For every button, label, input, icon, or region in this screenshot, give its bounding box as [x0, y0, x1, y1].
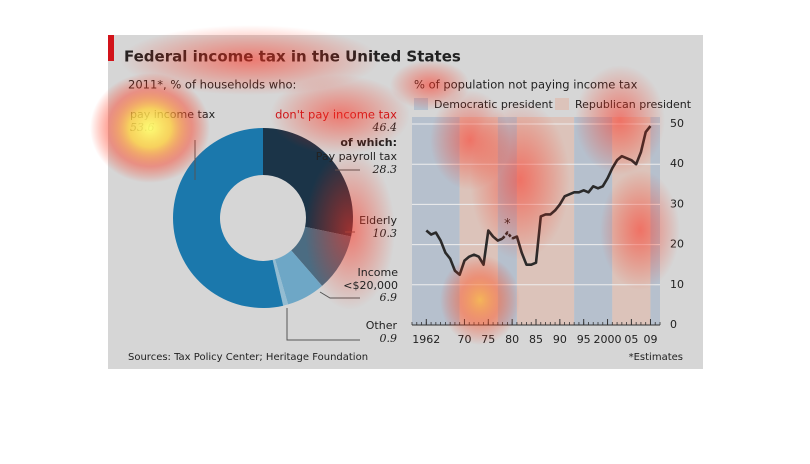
- line-chart: % of population not paying income tax Dem…: [411, 78, 692, 363]
- donut-value: 6.9: [380, 291, 398, 304]
- y-tick-label: 30: [670, 197, 684, 210]
- donut-value: 0.9: [380, 332, 398, 345]
- x-tick-label: 75: [481, 333, 495, 346]
- source: Sources: Tax Policy Center; Heritage Fou…: [128, 352, 368, 363]
- donut-label: Pay payroll tax: [316, 150, 398, 163]
- note: *Estimates: [629, 352, 683, 363]
- donut-value: 53.6: [130, 121, 155, 134]
- legend-label: Republican president: [575, 98, 692, 111]
- title: Federal income tax in the United States: [124, 48, 461, 66]
- donut-label: pay income tax: [130, 108, 216, 121]
- estimate-marker: *: [504, 217, 511, 232]
- president-band: [412, 117, 460, 325]
- donut-subtitle: 2011*, % of households who:: [128, 78, 296, 92]
- x-tick-label: 95: [577, 333, 591, 346]
- x-tick-label: 70: [457, 333, 471, 346]
- x-tick-label: 90: [553, 333, 567, 346]
- y-tick-label: 20: [670, 238, 684, 251]
- group-value: 46.4: [372, 121, 398, 134]
- y-tick-label: 40: [670, 157, 684, 170]
- x-tick-label: 09: [643, 333, 657, 346]
- legend-swatch: [555, 98, 569, 110]
- x-tick-label: 2000: [594, 333, 622, 346]
- legend-swatch: [414, 98, 428, 110]
- donut-label: Income <$20,000: [343, 266, 398, 292]
- donut-value: 28.3: [372, 163, 398, 176]
- group-sub: of which:: [340, 136, 397, 149]
- president-band: [516, 117, 575, 325]
- y-tick-label: 50: [670, 117, 684, 130]
- donut-label: Other: [366, 319, 398, 332]
- president-band: [574, 117, 613, 325]
- x-tick-label: 1962: [412, 333, 440, 346]
- group-label: don't pay income tax: [275, 108, 397, 122]
- red-tab: [108, 35, 114, 61]
- y-tick-label: 10: [670, 278, 684, 291]
- donut-segment: [272, 259, 289, 306]
- leader-line: [286, 308, 360, 341]
- legend-label: Democratic president: [434, 98, 553, 111]
- president-band: [650, 117, 660, 325]
- x-tick-label: 80: [505, 333, 519, 346]
- president-band: [459, 117, 498, 325]
- line-subtitle: % of population not paying income tax: [414, 78, 638, 92]
- president-band: [612, 117, 651, 325]
- y-tick-label: 0: [670, 318, 677, 331]
- donut-value: 10.3: [373, 227, 398, 240]
- donut-label: Elderly: [359, 214, 397, 227]
- x-tick-label: 05: [624, 333, 638, 346]
- x-tick-label: 85: [529, 333, 543, 346]
